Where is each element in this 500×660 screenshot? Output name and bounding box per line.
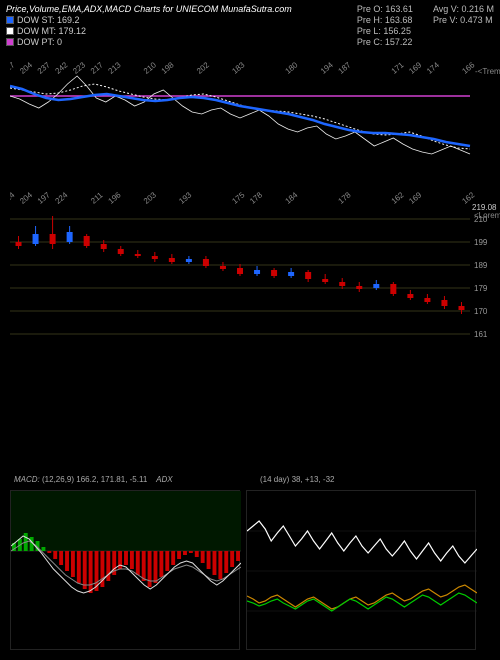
stat-row: Pre O: 163.61 — [357, 4, 413, 14]
legend-swatch — [6, 38, 14, 46]
candlestick-panel: 2142041972242111962031931751781841781621… — [10, 190, 500, 344]
svg-text:<Lorem: <Lorem — [474, 211, 500, 220]
stat-row: Pre C: 157.22 — [357, 37, 413, 47]
legend-swatch — [6, 27, 14, 35]
macd-title: MACD: — [14, 475, 40, 484]
ohlc-column: Pre O: 163.61Pre H: 163.68Pre L: 156.25P… — [357, 4, 413, 48]
svg-text:196: 196 — [107, 190, 123, 206]
legend-item: DOW MT: 179.12 — [6, 26, 292, 36]
macd-panel — [10, 490, 240, 650]
svg-text:178: 178 — [337, 190, 353, 206]
svg-text:-<Trem: -<Trem — [475, 67, 500, 76]
stat-row: Pre V: 0.473 M — [433, 15, 494, 25]
svg-text:162: 162 — [390, 190, 406, 206]
legend-item: DOW PT: 0 — [6, 37, 292, 47]
svg-text:204: 204 — [18, 60, 34, 76]
legend-text: DOW PT: 0 — [17, 37, 62, 47]
svg-text:242: 242 — [53, 60, 69, 76]
svg-text:169: 169 — [407, 190, 423, 206]
stat-row: Pre L: 156.25 — [357, 26, 413, 36]
svg-text:180: 180 — [283, 60, 299, 76]
svg-text:211: 211 — [89, 190, 105, 205]
svg-text:161: 161 — [474, 330, 488, 339]
legend-swatch — [6, 16, 14, 24]
legend-text: DOW ST: 169.2 — [17, 15, 80, 25]
svg-text:178: 178 — [248, 190, 264, 206]
svg-text:179: 179 — [474, 284, 488, 293]
svg-text:183: 183 — [230, 60, 246, 76]
svg-text:202: 202 — [195, 60, 211, 76]
chart-header: Price,Volume,EMA,ADX,MACD Charts for UNI… — [0, 0, 500, 52]
svg-text:217: 217 — [89, 60, 105, 76]
svg-text:223: 223 — [71, 60, 87, 76]
candlestick-chart: 2142041972242111962031931751781841781621… — [10, 190, 500, 344]
legend-text: DOW MT: 179.12 — [17, 26, 86, 36]
indicator-panels — [10, 490, 476, 650]
svg-text:210: 210 — [142, 60, 158, 76]
svg-text:194: 194 — [319, 60, 335, 76]
svg-text:174: 174 — [425, 60, 441, 76]
price-ema-chart: 2172042372422232172132101982021831801941… — [10, 60, 500, 194]
price-ema-panel: 2172042372422232172132101982021831801941… — [10, 60, 500, 194]
adx-chart — [247, 491, 477, 651]
adx-panel — [246, 490, 476, 650]
svg-text:175: 175 — [230, 190, 246, 206]
svg-text:193: 193 — [177, 190, 193, 206]
svg-text:204: 204 — [18, 190, 34, 206]
header-right: Pre O: 163.61Pre H: 163.68Pre L: 156.25P… — [357, 4, 494, 48]
header-left: Price,Volume,EMA,ADX,MACD Charts for UNI… — [6, 4, 292, 48]
macd-params: (12,26,9) 166.2, 171.81, -5.11 — [42, 475, 147, 484]
svg-text:213: 213 — [107, 60, 123, 76]
stat-row: Pre H: 163.68 — [357, 15, 413, 25]
svg-text:170: 170 — [474, 307, 488, 316]
stat-row: Avg V: 0.216 M — [433, 4, 494, 14]
volume-column: Avg V: 0.216 MPre V: 0.473 M — [433, 4, 494, 48]
macd-chart — [11, 491, 241, 651]
svg-text:187: 187 — [337, 60, 353, 76]
svg-text:197: 197 — [36, 190, 52, 206]
chart-title: Price,Volume,EMA,ADX,MACD Charts for UNI… — [6, 4, 292, 14]
svg-text:189: 189 — [474, 261, 488, 270]
legend-item: DOW ST: 169.2 — [6, 15, 292, 25]
macd-label: MACD: (12,26,9) 166.2, 171.81, -5.11 ADX — [14, 475, 173, 484]
svg-text:217: 217 — [10, 60, 17, 76]
svg-text:169: 169 — [407, 60, 423, 76]
adx-params: (14 day) 38, +13, -32 — [260, 475, 335, 484]
legend-container: DOW ST: 169.2DOW MT: 179.12DOW PT: 0 — [6, 15, 292, 47]
svg-text:203: 203 — [142, 190, 158, 206]
svg-text:171: 171 — [390, 60, 406, 76]
adx-label: (14 day) 38, +13, -32 — [260, 475, 335, 484]
svg-text:237: 237 — [36, 60, 52, 76]
svg-text:198: 198 — [160, 60, 176, 76]
svg-text:199: 199 — [474, 238, 488, 247]
adx-title: ADX — [156, 475, 172, 484]
svg-text:224: 224 — [53, 190, 69, 206]
svg-text:214: 214 — [10, 190, 17, 206]
svg-text:184: 184 — [283, 190, 299, 206]
